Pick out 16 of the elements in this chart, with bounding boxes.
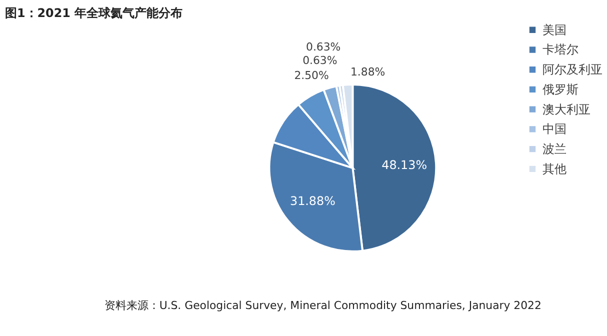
legend-label: 澳大利亚 [542, 102, 590, 116]
legend-label: 阿尔及利亚 [542, 62, 602, 77]
legend-label: 波兰 [542, 142, 566, 156]
text: 资料来源：U.S. Geological Survey, Mineral Commodity Summaries, January 2022 [104, 299, 542, 312]
data-label: 31.88% [290, 194, 336, 208]
data-label: 0.63% [306, 40, 341, 54]
data-label: 2.50% [294, 68, 329, 82]
data-label: 1.88% [350, 66, 386, 79]
data-label: 0.63% [302, 54, 338, 68]
legend-label: 中国 [542, 122, 566, 136]
legend-label: 其他 [542, 162, 566, 176]
legend-label: 俄罗斯 [542, 82, 578, 96]
data-label: 48.13% [382, 158, 428, 172]
legend-label: 美国 [542, 22, 566, 37]
text: 图1：2021 年全球氦气产能分布 [4, 6, 183, 20]
legend-label: 卡塔尔 [542, 42, 578, 57]
